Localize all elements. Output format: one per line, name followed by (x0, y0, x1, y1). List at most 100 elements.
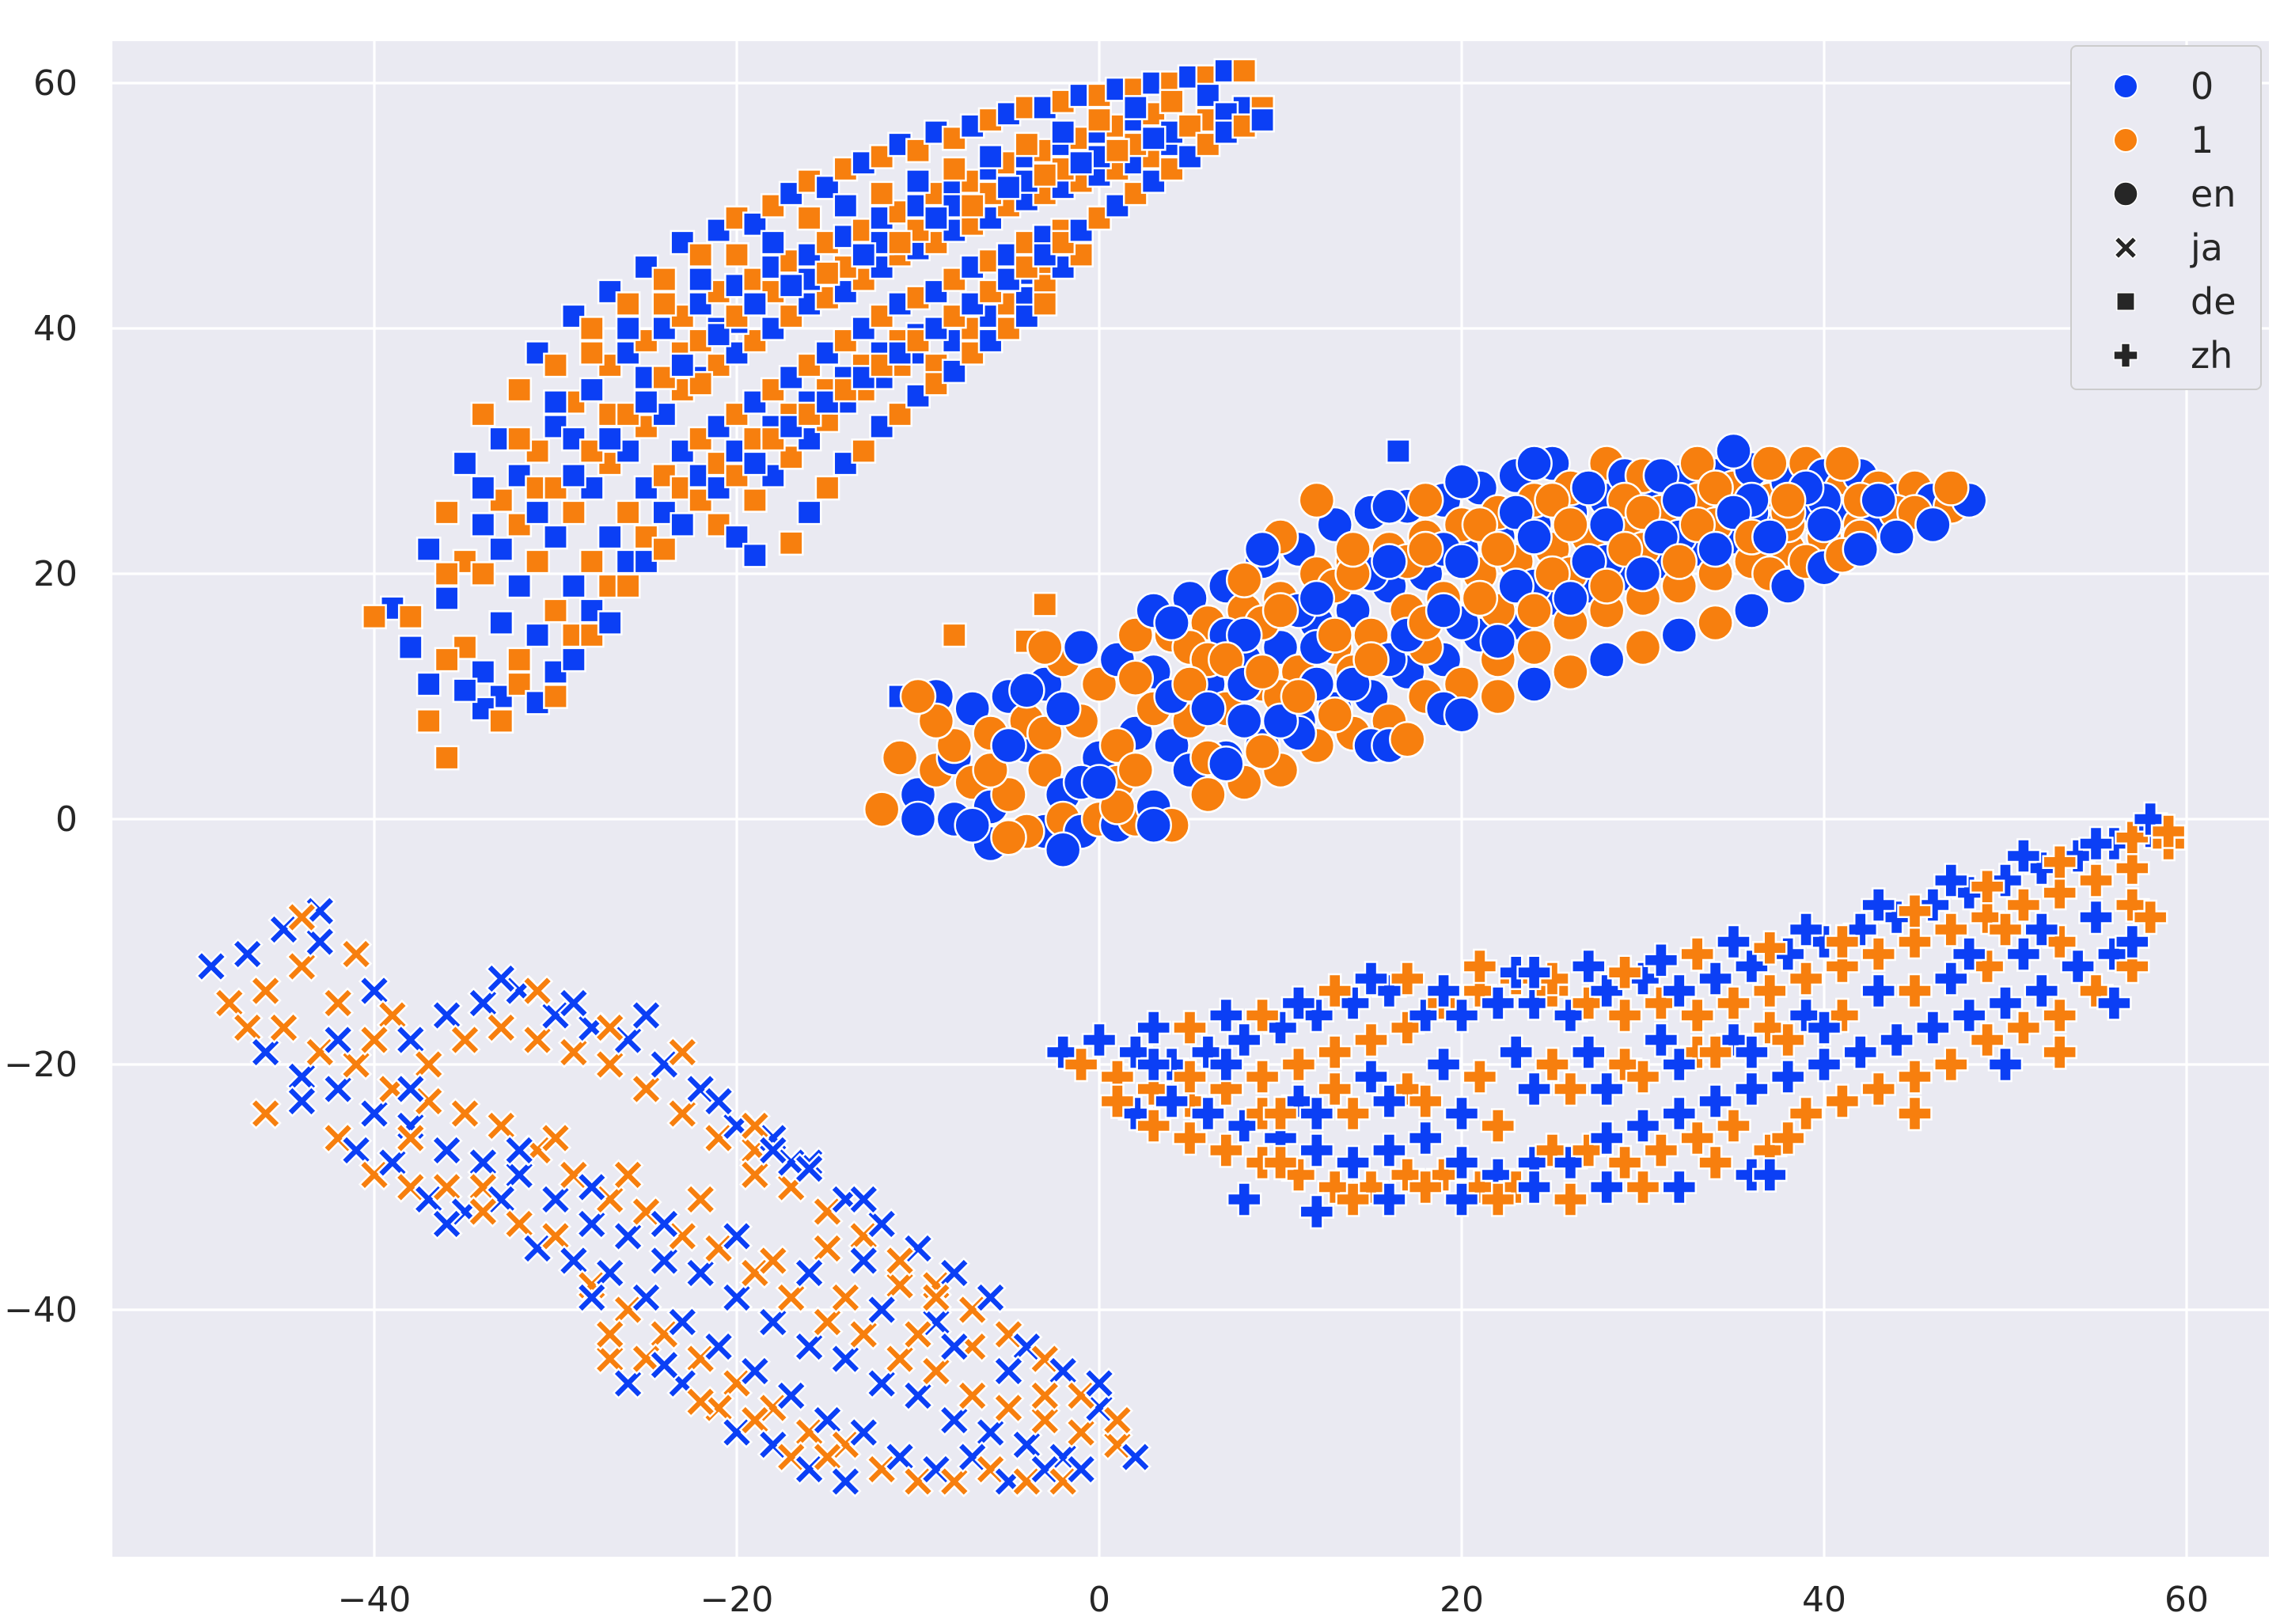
data-point-zh (2150, 814, 2187, 849)
data-point-en (1298, 579, 1336, 617)
data-point-de (1140, 125, 1167, 151)
data-point-en (1208, 641, 1245, 678)
legend-hue-label: 1 (2191, 119, 2214, 161)
data-point-de (941, 156, 967, 182)
data-point-ja (322, 987, 355, 1019)
data-point-de (362, 604, 387, 630)
data-point-zh (1915, 1010, 1951, 1045)
data-point-zh (1571, 1034, 1607, 1070)
data-point-en (1588, 641, 1626, 678)
data-point-de (1087, 107, 1112, 133)
data-point-en (1624, 628, 1662, 666)
data-point-zh (1788, 1095, 1824, 1132)
data-point-de (851, 242, 877, 268)
data-point-ja (1029, 1379, 1061, 1412)
legend-style-label: zh (2191, 334, 2233, 377)
data-point-de (1014, 131, 1040, 157)
data-point-en (1098, 788, 1136, 825)
data-point-zh (1172, 1059, 1208, 1095)
data-point-en (1280, 677, 1318, 715)
data-point-en (1243, 530, 1281, 568)
data-point-zh (1607, 954, 1643, 990)
data-point-de (397, 604, 423, 630)
data-point-de (814, 475, 840, 501)
data-point-de (434, 647, 460, 673)
data-point-zh (1861, 973, 1896, 1009)
data-point-ja (775, 1379, 807, 1412)
legend-style-label: de (2191, 280, 2236, 323)
data-point-de (525, 548, 550, 575)
data-point-zh (1734, 1034, 1770, 1070)
data-point-zh (1679, 936, 1715, 972)
data-point-zh (1698, 961, 1733, 996)
data-point-ja (992, 1391, 1025, 1425)
data-point-en (1371, 543, 1408, 580)
data-point-en (1697, 604, 1734, 642)
data-point-de (525, 622, 550, 648)
data-point-en (1171, 579, 1208, 617)
data-point-zh (1824, 997, 1861, 1034)
data-point-ja (648, 1208, 681, 1240)
data-point-de (670, 352, 696, 378)
data-point-ja (286, 1085, 318, 1117)
data-point-ja (322, 1023, 355, 1057)
data-point-zh (2005, 887, 2042, 923)
data-point-zh (1897, 1059, 1933, 1095)
data-point-zh (1226, 1022, 1262, 1058)
data-point-ja (539, 1121, 572, 1155)
data-point-zh (1154, 1083, 1189, 1119)
data-point-en (1461, 506, 1499, 544)
data-point-ja (956, 1379, 988, 1412)
data-point-zh (1335, 1182, 1371, 1217)
data-point-ja (485, 962, 518, 995)
data-point-en (1389, 721, 1426, 758)
data-point-zh (2078, 825, 2114, 862)
data-point-de (579, 340, 605, 366)
data-point-de (434, 586, 460, 611)
data-point-de (452, 677, 478, 704)
data-point-en (1316, 696, 1353, 734)
data-point-de (688, 242, 714, 268)
data-point-ja (738, 1355, 772, 1387)
data-point-zh (1226, 1182, 1262, 1217)
data-point-ja (883, 1244, 916, 1277)
data-point-zh (2042, 875, 2077, 911)
data-point-ja (1064, 1453, 1098, 1486)
data-point-zh (1897, 894, 1933, 929)
data-point-ja (829, 1281, 862, 1314)
data-point-zh (1969, 869, 2005, 905)
data-point-en (1316, 506, 1353, 544)
data-point-de (470, 401, 496, 427)
data-point-de (434, 561, 460, 586)
data-point-en (1334, 592, 1371, 629)
data-point-zh (1861, 1071, 1896, 1107)
data-point-zh (2005, 838, 2042, 874)
data-point-zh (1698, 1034, 1733, 1070)
data-point-ja (938, 1257, 970, 1289)
data-point-zh (1806, 1010, 1842, 1045)
data-point-en (1697, 469, 1734, 507)
data-point-de (543, 352, 568, 378)
data-point-zh (1588, 1120, 1625, 1156)
data-point-en (1443, 543, 1481, 580)
data-point-zh (1407, 1083, 1443, 1119)
data-point-zh (1443, 1182, 1480, 1217)
data-point-de (561, 463, 586, 488)
data-point-de (452, 450, 478, 476)
data-point-de (525, 499, 550, 526)
data-point-zh (1734, 948, 1770, 985)
data-point-ja (557, 987, 590, 1019)
data-point-zh (1317, 973, 1352, 1009)
data-point-ja (358, 1023, 391, 1057)
data-point-zh (1299, 1133, 1335, 1168)
data-point-zh (1208, 1133, 1244, 1168)
legend-style-marker (2114, 236, 2138, 260)
x-tick-label: 0 (1088, 1580, 1110, 1620)
data-point-zh (1244, 1059, 1280, 1095)
data-point-en (1261, 592, 1299, 629)
data-point-zh (1933, 961, 1969, 996)
data-point-en (1642, 457, 1680, 495)
data-point-zh (1897, 973, 1933, 1009)
data-point-de (597, 524, 623, 550)
data-point-zh (1371, 1083, 1407, 1119)
